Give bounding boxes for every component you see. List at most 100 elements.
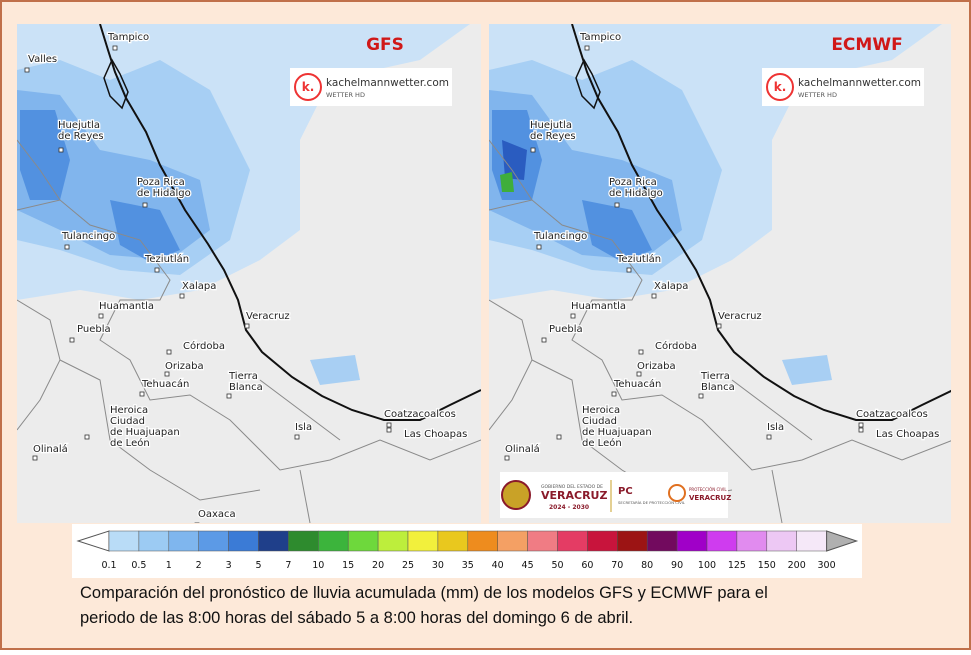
legend-cell [138,530,170,552]
legend-cell [108,530,140,552]
city-label: de Huajuapan [110,427,180,438]
legend-label: 150 [758,560,776,571]
legend-cell [288,530,319,552]
city-label: Xalapa [654,281,688,292]
city-label: Coatzacoalcos [856,409,928,420]
legend-cell [347,530,379,552]
brand-sub: WETTER HD [326,91,365,99]
city-marker [530,147,536,153]
logo-crest [501,480,531,510]
legend-cell [557,530,588,552]
rain-area [500,172,514,192]
city-label: Las Choapas [404,429,467,440]
legend-label: 90 [671,560,683,571]
legend-label: 45 [522,560,534,571]
brand-icon-text: k. [774,80,787,94]
city-label: Poza Rica [609,177,657,188]
city-label: de Hidalgo [137,188,191,199]
city-label: Tierra [700,371,730,382]
city-marker [541,337,547,343]
model-title: ECMWF [831,35,902,55]
city-label: Córdoba [183,340,225,352]
city-marker [716,323,722,329]
city-marker [139,391,145,397]
city-marker [614,202,620,208]
city-label: Heroica [110,405,148,416]
city-marker [166,349,172,355]
state-border [259,379,341,441]
city-marker [698,393,704,399]
city-label: de León [110,437,150,449]
city-label: de Reyes [530,131,576,142]
legend-label: 35 [462,560,474,571]
legend-cell [407,530,439,552]
logo-text: PC [618,486,633,497]
city-label: Coatzacoalcos [384,409,456,420]
state-border [731,379,813,441]
legend-label: 2 [196,560,202,571]
legend-label: 100 [698,560,716,571]
city-label: de Reyes [58,131,104,142]
city-label: Teziutlán [144,253,189,265]
legend-label: 0.1 [101,560,116,571]
city-label: Poza Rica [137,177,185,188]
lagoon [575,58,601,110]
city-label: Veracruz [718,311,762,322]
legend-label: 30 [432,560,444,571]
city-marker [58,147,64,153]
city-label: Blanca [701,382,735,393]
legend-cell [467,530,498,552]
legend-cell [437,530,469,552]
city-label: Xalapa [182,281,216,292]
logo-emblem [668,484,686,502]
model-title: GFS [366,35,404,55]
rain-area [502,140,527,180]
rain-area [110,200,180,262]
legend-cell [198,530,229,552]
city-marker [611,391,617,397]
legend-cell [676,530,708,552]
city-marker [112,45,118,51]
legend-cell [168,530,199,552]
city-label: Tulancingo [533,231,587,242]
legend-cell [258,530,289,552]
city-label: Isla [295,422,312,433]
legend-label: 10 [312,560,324,571]
legend-label: 40 [492,560,504,571]
city-label: Valles [28,54,57,65]
city-label: Teziutlán [616,253,661,265]
city-label: Las Choapas [876,429,939,440]
logo-text: PROTECCIÓN CIVIL [689,487,727,492]
city-marker [164,371,170,377]
city-marker [570,313,576,319]
state-border [489,139,533,201]
city-label: de León [582,437,622,449]
city-label: Blanca [229,382,263,393]
city-marker [636,371,642,377]
city-marker [64,244,70,250]
city-marker [858,422,864,428]
rain-area [310,355,360,385]
rain-area [582,200,652,262]
city-label: Orizaba [637,361,676,372]
city-marker [504,455,510,461]
state-border [489,199,951,471]
logo-box [500,472,728,518]
city-marker [179,293,185,299]
city-label: Puebla [549,324,583,335]
city-label: Isla [767,422,784,433]
logo-text: VERACRUZ [689,494,731,502]
rain-area [782,355,832,385]
city-label: Veracruz [246,311,290,322]
city-marker [584,45,590,51]
legend-cell [736,530,768,552]
legend-cell [318,530,349,552]
legend-cell [587,530,618,552]
city-marker [386,422,392,428]
city-marker [766,434,772,440]
city-marker [154,267,160,273]
